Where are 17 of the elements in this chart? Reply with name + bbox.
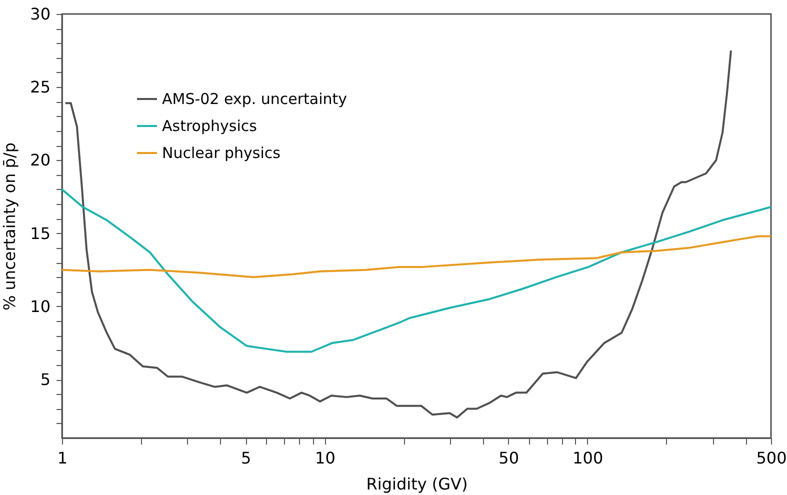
y-tick-label: 25 (30, 78, 50, 97)
legend-label: Astrophysics (162, 117, 258, 135)
y-tick-label: 5 (40, 370, 50, 390)
x-tick-label: 1 (57, 448, 68, 468)
x-tick-label: 50 (498, 448, 519, 468)
x-tick-label: 5 (241, 448, 252, 468)
x-tick-label: 10 (315, 448, 336, 468)
x-tick-label: 500 (756, 448, 787, 468)
x-axis-title: Rigidity (GV) (366, 474, 468, 494)
y-axis-title: % uncertainty on p̄/p (0, 142, 20, 310)
y-tick-label: 20 (30, 150, 50, 170)
legend-label: Nuclear physics (162, 144, 281, 162)
x-tick-label: 100 (572, 448, 604, 468)
y-tick-label: 30 (30, 4, 50, 24)
legend-label: AMS-02 exp. uncertainty (162, 90, 348, 108)
y-tick-label: 15 (30, 224, 50, 243)
y-tick-label: 10 (30, 296, 50, 316)
